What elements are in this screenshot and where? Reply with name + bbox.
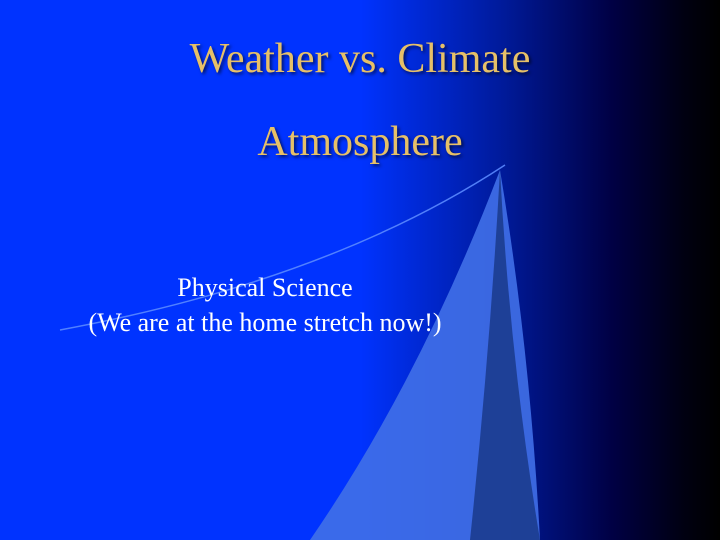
title-line2: Atmosphere bbox=[0, 118, 720, 166]
subtitle-line2: (We are at the home stretch now!) bbox=[0, 305, 530, 340]
title-block: Weather vs. Climate Atmosphere bbox=[0, 35, 720, 166]
subtitle-block: Physical Science (We are at the home str… bbox=[0, 270, 530, 340]
title-line1: Weather vs. Climate bbox=[0, 35, 720, 83]
subtitle-line1: Physical Science bbox=[0, 270, 530, 305]
